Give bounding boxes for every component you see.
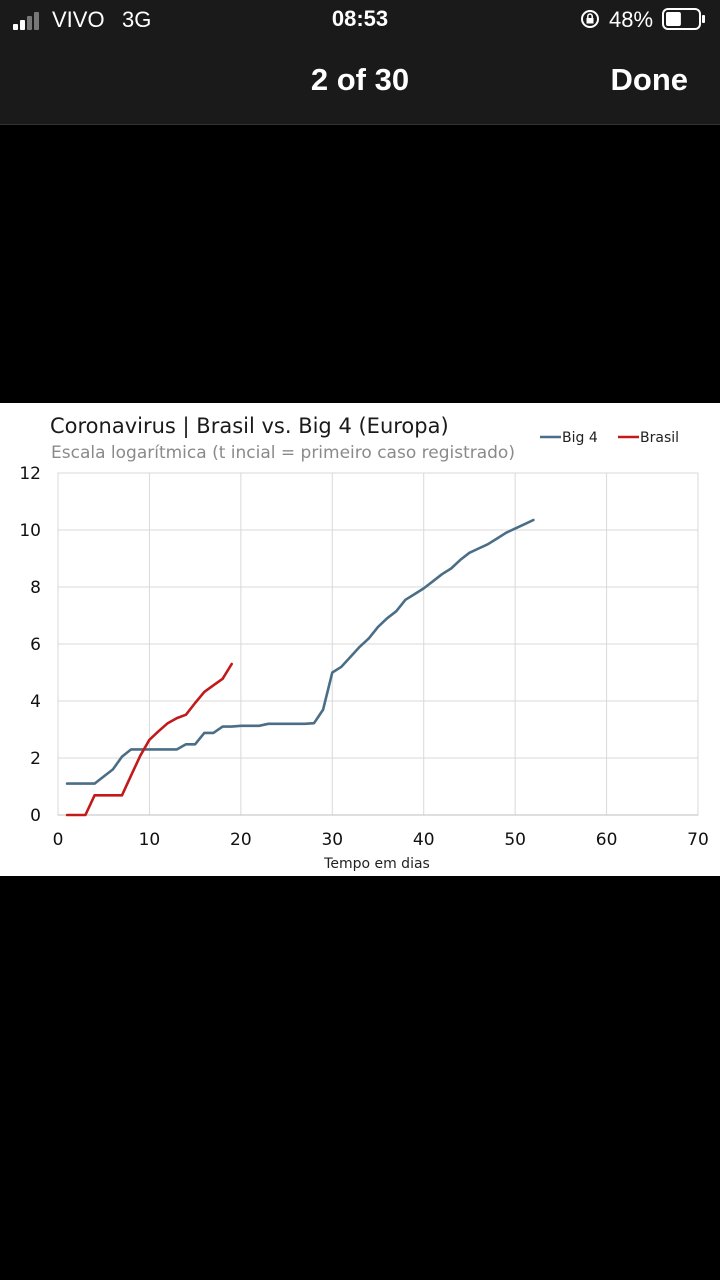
y-tick-label: 12 (19, 464, 41, 484)
carrier-name: VIVO (52, 7, 105, 32)
battery-percentage: 48% (609, 7, 654, 32)
chart-subtitle: Escala logarítmica (t incial = primeiro … (51, 443, 515, 463)
y-tick-label: 10 (19, 521, 41, 541)
legend-label-brasil: Brasil (640, 430, 679, 446)
series-line-brasil (65, 662, 233, 817)
battery-icon (662, 8, 705, 30)
network-type: 3G (122, 7, 152, 32)
y-tick-label: 4 (30, 692, 41, 712)
x-axis-label: Tempo em dias (323, 856, 430, 872)
chart-image: 0 2 4 6 8 10 12 0 10 20 30 40 50 60 70 Coronavirus | B… (0, 403, 720, 876)
x-tick-label: 10 (139, 830, 161, 850)
page-counter: 2 of 30 (310, 62, 410, 97)
status-time: 08:53 (331, 6, 389, 31)
x-tick-label: 20 (230, 830, 252, 850)
chart-legend: Big 4 Brasil (540, 430, 679, 446)
x-tick-label: 70 (687, 830, 709, 850)
line-chart: 0 2 4 6 8 10 12 0 10 20 30 40 50 60 70 Coronavirus | B… (19, 414, 709, 872)
y-tick-label: 6 (30, 635, 41, 655)
signal-bar (20, 20, 25, 30)
done-button[interactable]: Done (610, 62, 689, 97)
legend-label-big-4: Big 4 (562, 430, 598, 446)
signal-bar (27, 16, 32, 30)
signal-strength-icon (13, 10, 43, 30)
status-bar: VIVO 3G 08:53 48% (0, 0, 720, 40)
signal-bar (13, 24, 18, 30)
y-tick-label: 2 (30, 749, 41, 769)
x-tick-label: 60 (596, 830, 618, 850)
viewer-nav-bar: 2 of 30 Done (0, 40, 720, 125)
chart-title: Coronavirus | Brasil vs. Big 4 (Europa) (50, 414, 449, 439)
orientation-lock-icon (581, 10, 599, 28)
x-tick-label: 0 (53, 830, 64, 850)
signal-bar (34, 12, 39, 30)
y-tick-label: 8 (30, 578, 41, 598)
x-tick-label: 40 (413, 830, 435, 850)
y-tick-label: 0 (30, 806, 41, 826)
series-line-big-4 (65, 518, 535, 785)
x-tick-label: 30 (321, 830, 343, 850)
x-tick-label: 50 (504, 830, 526, 850)
